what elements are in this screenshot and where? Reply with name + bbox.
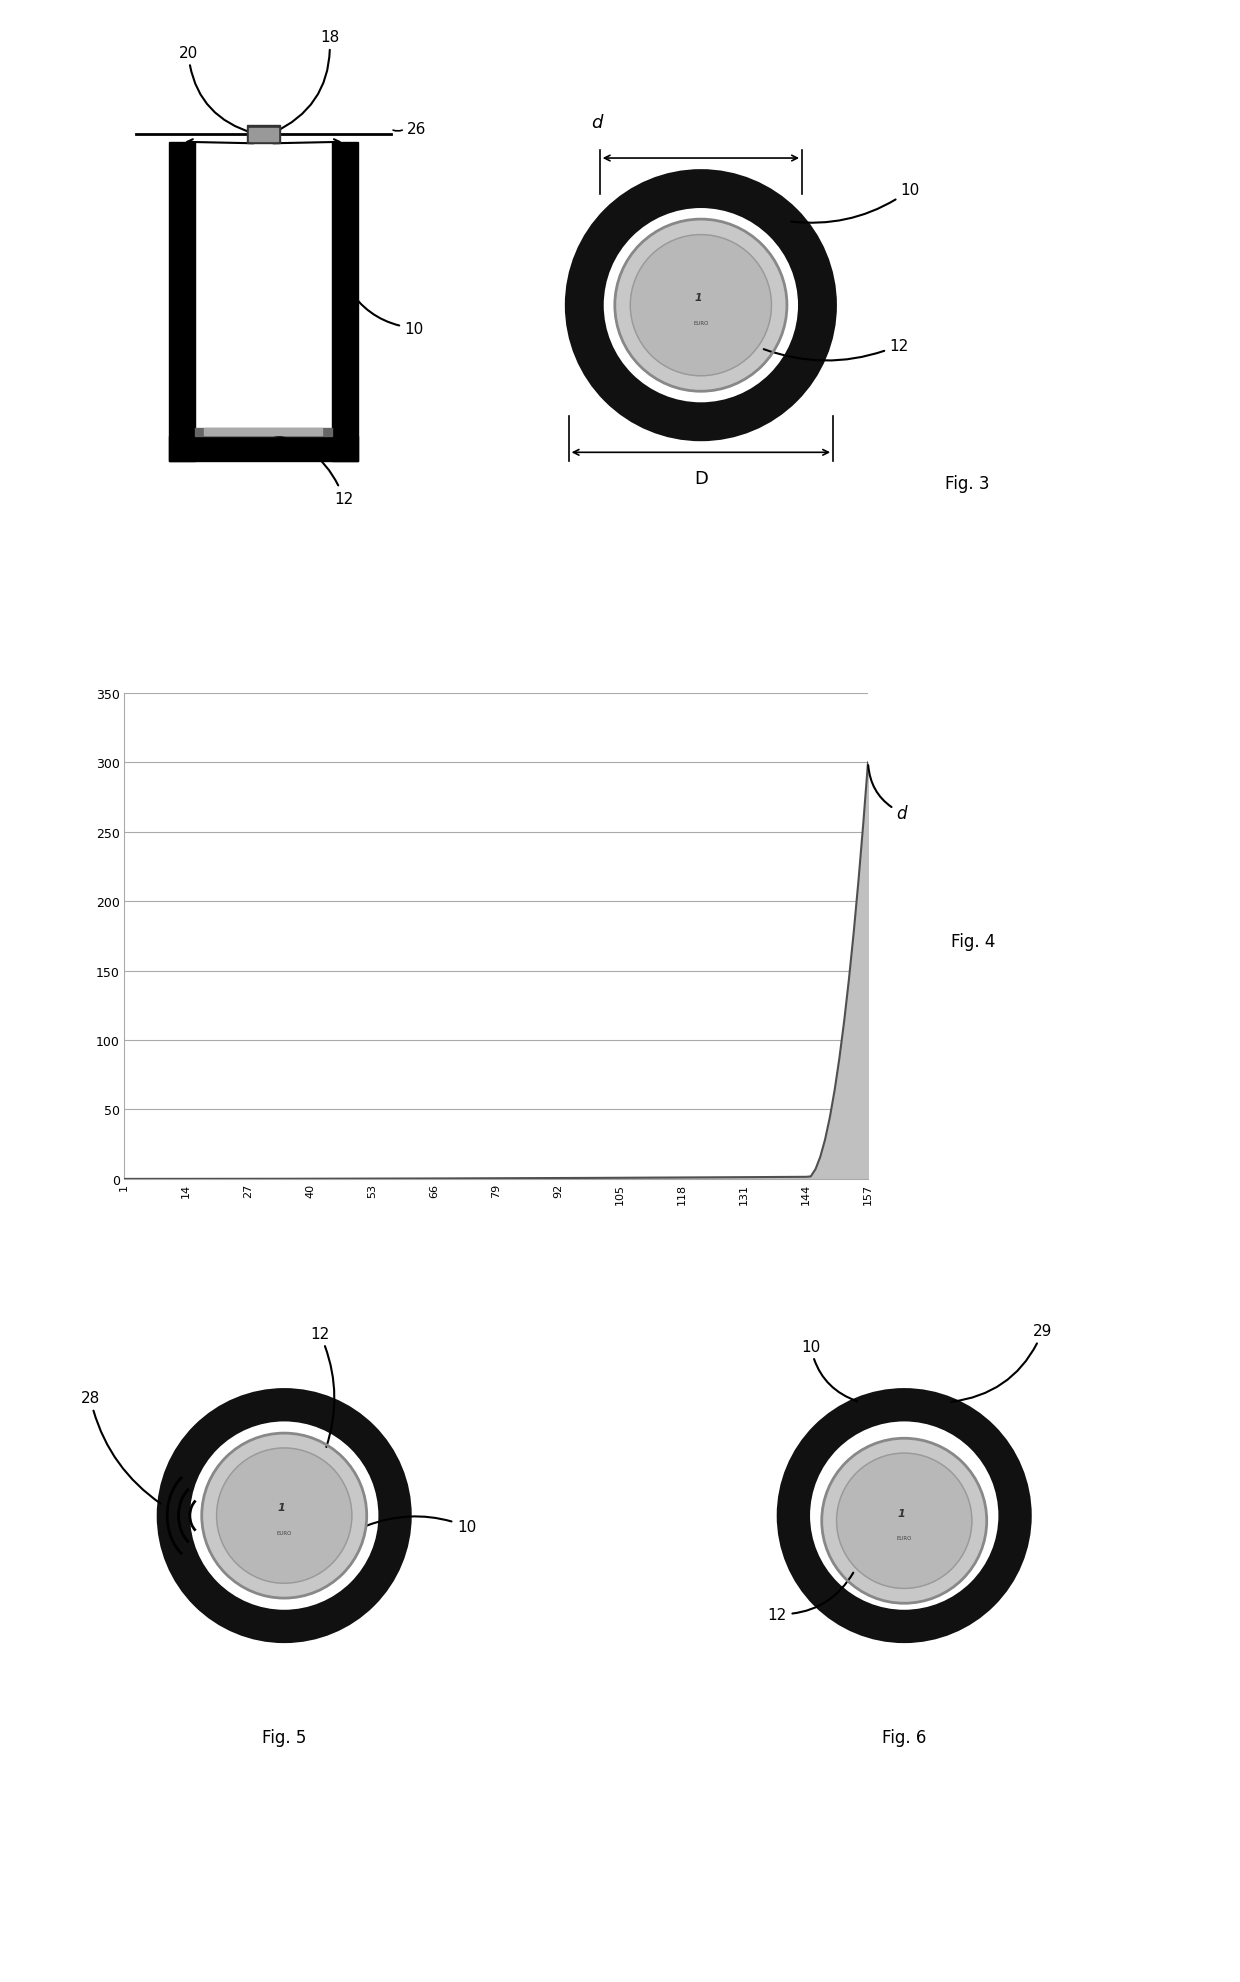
Text: EURO: EURO <box>693 321 708 325</box>
Text: 12: 12 <box>310 1326 335 1447</box>
Text: 10: 10 <box>801 1340 857 1401</box>
Text: 10: 10 <box>791 182 920 224</box>
Text: 10: 10 <box>367 1516 476 1534</box>
Text: d: d <box>868 765 908 823</box>
Text: 12: 12 <box>768 1574 853 1621</box>
Text: 12: 12 <box>764 339 909 361</box>
Text: Fig. 6: Fig. 6 <box>882 1728 926 1746</box>
Circle shape <box>185 1417 383 1615</box>
Text: 10: 10 <box>348 289 424 337</box>
Text: 1: 1 <box>278 1502 285 1512</box>
Bar <box>169 143 195 462</box>
Text: d: d <box>591 115 603 133</box>
Text: 12: 12 <box>267 434 353 507</box>
Circle shape <box>822 1439 987 1603</box>
Text: Fig. 4: Fig. 4 <box>951 932 996 951</box>
Bar <box>332 143 357 462</box>
Text: EURO: EURO <box>897 1534 911 1540</box>
Text: 29: 29 <box>951 1324 1053 1401</box>
Text: 18: 18 <box>273 30 340 135</box>
Bar <box>247 127 280 145</box>
Circle shape <box>630 236 771 377</box>
Text: EURO: EURO <box>277 1530 291 1534</box>
Circle shape <box>202 1433 367 1597</box>
Bar <box>249 129 278 141</box>
Text: 28: 28 <box>81 1391 161 1504</box>
Text: D: D <box>694 470 708 488</box>
Bar <box>195 428 332 436</box>
Text: Fig. 5: Fig. 5 <box>262 1728 306 1746</box>
Bar <box>169 436 357 462</box>
Bar <box>205 430 322 436</box>
Circle shape <box>805 1417 1003 1615</box>
Text: 20: 20 <box>179 46 254 135</box>
Text: Fig. 3: Fig. 3 <box>945 474 990 494</box>
Circle shape <box>615 220 787 392</box>
Circle shape <box>598 204 804 408</box>
Circle shape <box>217 1449 352 1584</box>
Text: 26: 26 <box>407 123 427 137</box>
Text: 1: 1 <box>694 293 702 303</box>
Text: 1: 1 <box>898 1508 905 1518</box>
Circle shape <box>837 1453 972 1590</box>
